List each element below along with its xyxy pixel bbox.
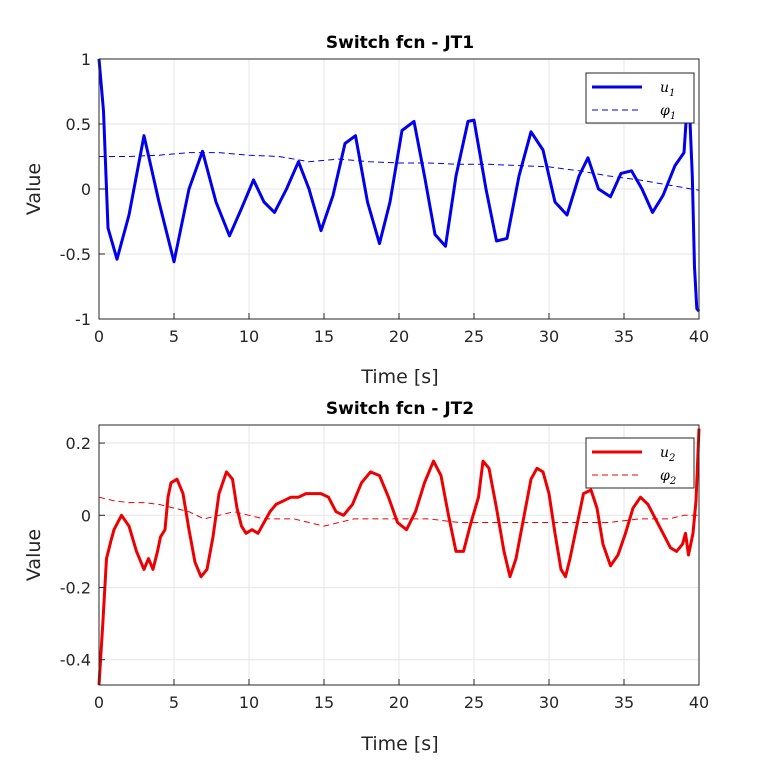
y-tick-label: 0 <box>81 506 91 525</box>
plot-area <box>97 58 701 313</box>
legend-label-u2: u2 <box>660 445 675 464</box>
legend-label-u1: u1 <box>660 80 675 99</box>
legend-box <box>585 437 695 489</box>
x-tick-label: 25 <box>464 327 484 346</box>
plot-area <box>97 428 701 686</box>
series-line-phi2 <box>98 496 699 527</box>
y-tick-label: -0.5 <box>60 245 91 264</box>
y-tick-label: 0.5 <box>66 115 91 134</box>
y-tick-label: 0.2 <box>66 434 91 453</box>
x-tick-label: 10 <box>239 327 259 346</box>
x-tick-label: 10 <box>239 693 259 712</box>
x-tick-label: 30 <box>539 693 559 712</box>
chart-title: Switch fcn - JT2 <box>326 399 474 419</box>
chart-title: Switch fcn - JT1 <box>326 33 474 53</box>
x-tick-label: 15 <box>314 693 334 712</box>
x-tick-label: 20 <box>389 327 409 346</box>
x-tick-label: 30 <box>539 327 559 346</box>
ticks: 0 5 10 15 20 25 30 35 40 -0.4 -0.2 0 0.2 <box>60 434 709 712</box>
x-axis-label: Time [s] <box>360 733 438 755</box>
x-tick-label: 0 <box>94 327 104 346</box>
subplot-jt1: Switch fcn - JT1 Time [s] Value 0 5 10 15 20… <box>23 33 709 388</box>
y-axis-label: Value <box>23 529 45 581</box>
x-tick-label: 5 <box>169 327 179 346</box>
x-tick-label: 15 <box>314 327 334 346</box>
x-tick-label: 40 <box>689 693 709 712</box>
y-tick-label: 0 <box>81 180 91 199</box>
series-line-u1 <box>97 58 701 313</box>
y-tick-label: -0.4 <box>60 651 91 670</box>
legend-box <box>585 72 695 124</box>
x-axis-label: Time [s] <box>360 366 438 388</box>
x-tick-label: 35 <box>614 327 634 346</box>
x-tick-label: 25 <box>464 693 484 712</box>
x-tick-label: 35 <box>614 693 634 712</box>
y-tick-label: -1 <box>75 310 91 329</box>
y-tick-label: 1 <box>81 50 91 69</box>
x-tick-label: 40 <box>689 327 709 346</box>
y-tick-label: -0.2 <box>60 579 91 598</box>
series-line-phi1 <box>99 152 700 191</box>
x-tick-label: 0 <box>94 693 104 712</box>
x-tick-label: 20 <box>389 693 409 712</box>
legend-label-phi2: φ2 <box>660 468 676 487</box>
subplot-jt2: Switch fcn - JT2 Time [s] Value 0 5 10 15 20… <box>23 399 709 755</box>
y-axis-label: Value <box>23 163 45 215</box>
x-tick-label: 5 <box>169 693 179 712</box>
legend-label-phi1: φ1 <box>660 103 676 122</box>
ticks: 0 5 10 15 20 25 30 35 40 -1 -0.5 0 0.5 1 <box>60 50 709 346</box>
series-line-u2 <box>97 428 701 686</box>
